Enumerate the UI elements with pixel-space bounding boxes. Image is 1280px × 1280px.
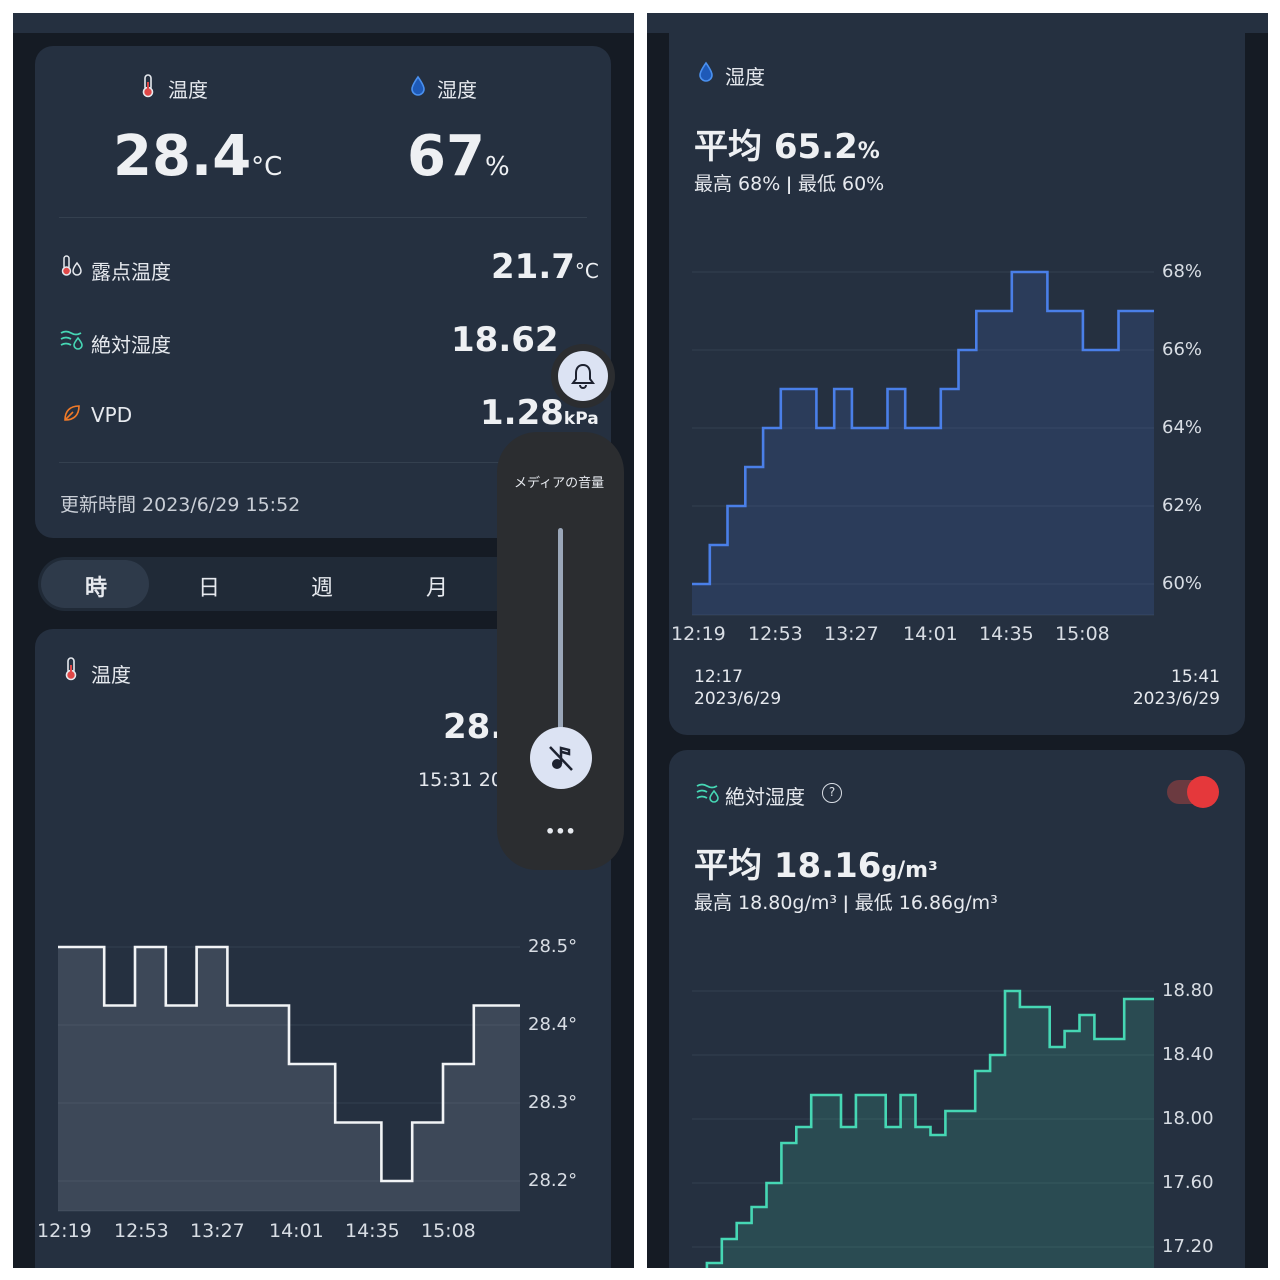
series-area <box>58 947 520 1211</box>
dew-point-label: 露点温度 <box>91 260 171 284</box>
range-end-date: 2023/6/29 <box>1132 689 1220 709</box>
range-start-time: 12:17 <box>694 667 743 687</box>
x-tick-label: 14:01 <box>903 623 958 645</box>
tab-hour-label: 時 <box>85 576 108 601</box>
y-tick-label: 28.3° <box>528 1092 578 1113</box>
series-line <box>705 989 1154 1268</box>
dew-point-value: 21.7°C <box>491 247 599 287</box>
y-tick-label: 28.5° <box>528 936 578 957</box>
x-tick-label: 12:53 <box>114 1220 169 1242</box>
bell-icon <box>571 363 595 389</box>
series-line <box>692 270 1154 586</box>
x-tick-label: 13:27 <box>824 623 879 645</box>
water-drop-icon <box>699 61 713 82</box>
temp-current-time: 15:31 20 <box>418 769 503 791</box>
y-tick-label: 68% <box>1162 261 1203 282</box>
x-tick-label: 14:35 <box>979 623 1034 645</box>
humidity-chart-title: 湿度 <box>725 65 765 89</box>
x-tick-label: 12:19 <box>671 623 726 645</box>
x-tick-label: 13:27 <box>190 1220 245 1242</box>
y-tick-label: 18.40 <box>1162 1044 1214 1065</box>
series-area <box>692 272 1154 615</box>
range-start-date: 2023/6/29 <box>694 689 782 709</box>
top-bar <box>647 13 1268 33</box>
mute-button[interactable] <box>530 727 592 789</box>
volume-popup[interactable]: メディアの音量 ••• <box>497 432 624 870</box>
series-area <box>706 991 1154 1268</box>
y-tick-label: 60% <box>1162 573 1203 594</box>
absolute-humidity-area-chart[interactable] <box>669 750 1245 1268</box>
tab-week[interactable]: 週 <box>311 576 334 601</box>
x-tick-label: 14:35 <box>345 1220 400 1242</box>
thermometer-icon <box>65 657 77 681</box>
series-line <box>58 945 520 1183</box>
humidity-max-min: 最高 68% ǀ 最低 60% <box>694 173 885 195</box>
temperature-value: 28.4°C <box>113 124 283 189</box>
y-tick-label: 66% <box>1162 339 1203 360</box>
abs-humidity-chart-title: 絶対湿度 <box>725 785 805 809</box>
tab-month[interactable]: 月 <box>426 576 449 601</box>
water-drop-icon <box>411 75 425 96</box>
humidity-chart-card[interactable]: 湿度 平均 65.2% 最高 68% ǀ 最低 60% 68% 66% 64% … <box>669 33 1245 735</box>
temp-chart-title: 温度 <box>91 663 131 687</box>
x-tick-label: 12:53 <box>748 623 803 645</box>
x-tick-label: 14:01 <box>269 1220 324 1242</box>
y-tick-label: 28.4° <box>528 1014 578 1035</box>
leaf-icon <box>64 405 80 421</box>
more-options-button[interactable]: ••• <box>545 822 576 841</box>
top-bar <box>13 13 634 33</box>
y-tick-label: 17.60 <box>1162 1172 1214 1193</box>
abs-humidity-average: 平均 18.16g/m³ <box>694 846 938 886</box>
humidity-label: 湿度 <box>437 78 477 102</box>
help-icon[interactable]: ? <box>822 783 842 803</box>
x-tick-label: 15:08 <box>1055 623 1110 645</box>
tab-day[interactable]: 日 <box>198 576 221 601</box>
absolute-humidity-value: 18.62 <box>451 320 559 360</box>
humidity-area-chart[interactable] <box>669 33 1245 735</box>
temperature-line-chart[interactable] <box>35 629 611 1268</box>
y-tick-label: 64% <box>1162 417 1203 438</box>
volume-popup-title: メディアの音量 <box>514 476 605 491</box>
absolute-humidity-icon <box>60 330 83 350</box>
x-tick-label: 15:08 <box>421 1220 476 1242</box>
toggle-knob <box>1187 776 1219 808</box>
summary-card[interactable]: 温度 28.4°C 湿度 67% 露点温度 21.7°C 絶対湿度 18.62 <box>35 46 611 538</box>
summary-divider-2 <box>59 462 587 463</box>
thermometer-icon <box>142 74 154 98</box>
alert-toggle[interactable] <box>1167 776 1219 808</box>
humidity-value: 67% <box>407 124 510 189</box>
summary-divider <box>59 217 587 218</box>
tab-hour[interactable] <box>41 560 149 608</box>
y-tick-label: 18.00 <box>1162 1108 1214 1129</box>
dew-point-icon <box>61 255 82 276</box>
y-tick-label: 18.80 <box>1162 980 1214 1001</box>
updated-time: 更新時間 2023/6/29 15:52 <box>60 494 301 516</box>
music-off-icon <box>549 746 573 771</box>
y-tick-label: 28.2° <box>528 1170 578 1191</box>
y-tick-label: 17.20 <box>1162 1236 1214 1257</box>
abs-humidity-max-min: 最高 18.80g/m³ ǀ 最低 16.86g/m³ <box>694 892 998 914</box>
x-tick-label: 12:19 <box>37 1220 92 1242</box>
y-tick-label: 62% <box>1162 495 1203 516</box>
range-end-time: 15:41 <box>1171 667 1220 687</box>
temperature-label: 温度 <box>168 78 208 102</box>
left-panel: 温度 28.4°C 湿度 67% 露点温度 21.7°C 絶対湿度 18.62 <box>13 13 634 1268</box>
humidity-average: 平均 65.2% <box>694 127 880 167</box>
bell-button[interactable] <box>551 344 615 408</box>
absolute-humidity-icon <box>696 783 719 803</box>
absolute-humidity-label: 絶対湿度 <box>91 333 171 357</box>
vpd-value: 1.28kPa <box>480 393 599 433</box>
right-panel: 湿度 平均 65.2% 最高 68% ǀ 最低 60% 68% 66% 64% … <box>647 13 1268 1268</box>
temp-current-value: 28. <box>443 707 504 747</box>
vpd-label: VPD <box>91 403 133 427</box>
absolute-humidity-card[interactable]: 絶対湿度 ? 平均 18.16g/m³ 最高 18.80g/m³ ǀ 最低 16… <box>669 750 1245 1268</box>
volume-slider-track[interactable] <box>558 528 563 758</box>
